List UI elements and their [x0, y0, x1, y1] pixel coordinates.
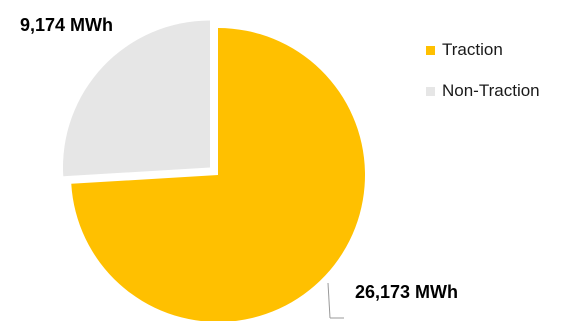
traction-leader-line [327, 282, 331, 319]
pie-slice-traction [71, 28, 365, 321]
legend-item-non-traction: Non-Traction [426, 81, 540, 101]
legend: Traction Non-Traction [426, 40, 540, 122]
legend-swatch-non-traction [426, 86, 435, 96]
legend-label-non-traction: Non-Traction [442, 81, 540, 100]
legend-swatch-traction [426, 45, 435, 55]
legend-label-traction: Traction [442, 40, 503, 59]
pie-slices [62, 20, 365, 321]
slice-label-traction: 26,173 MWh [355, 282, 458, 302]
pie-slice-non-traction [62, 20, 210, 177]
slice-label-non-traction: 9,174 MWh [20, 15, 113, 35]
legend-item-traction: Traction [426, 40, 540, 60]
